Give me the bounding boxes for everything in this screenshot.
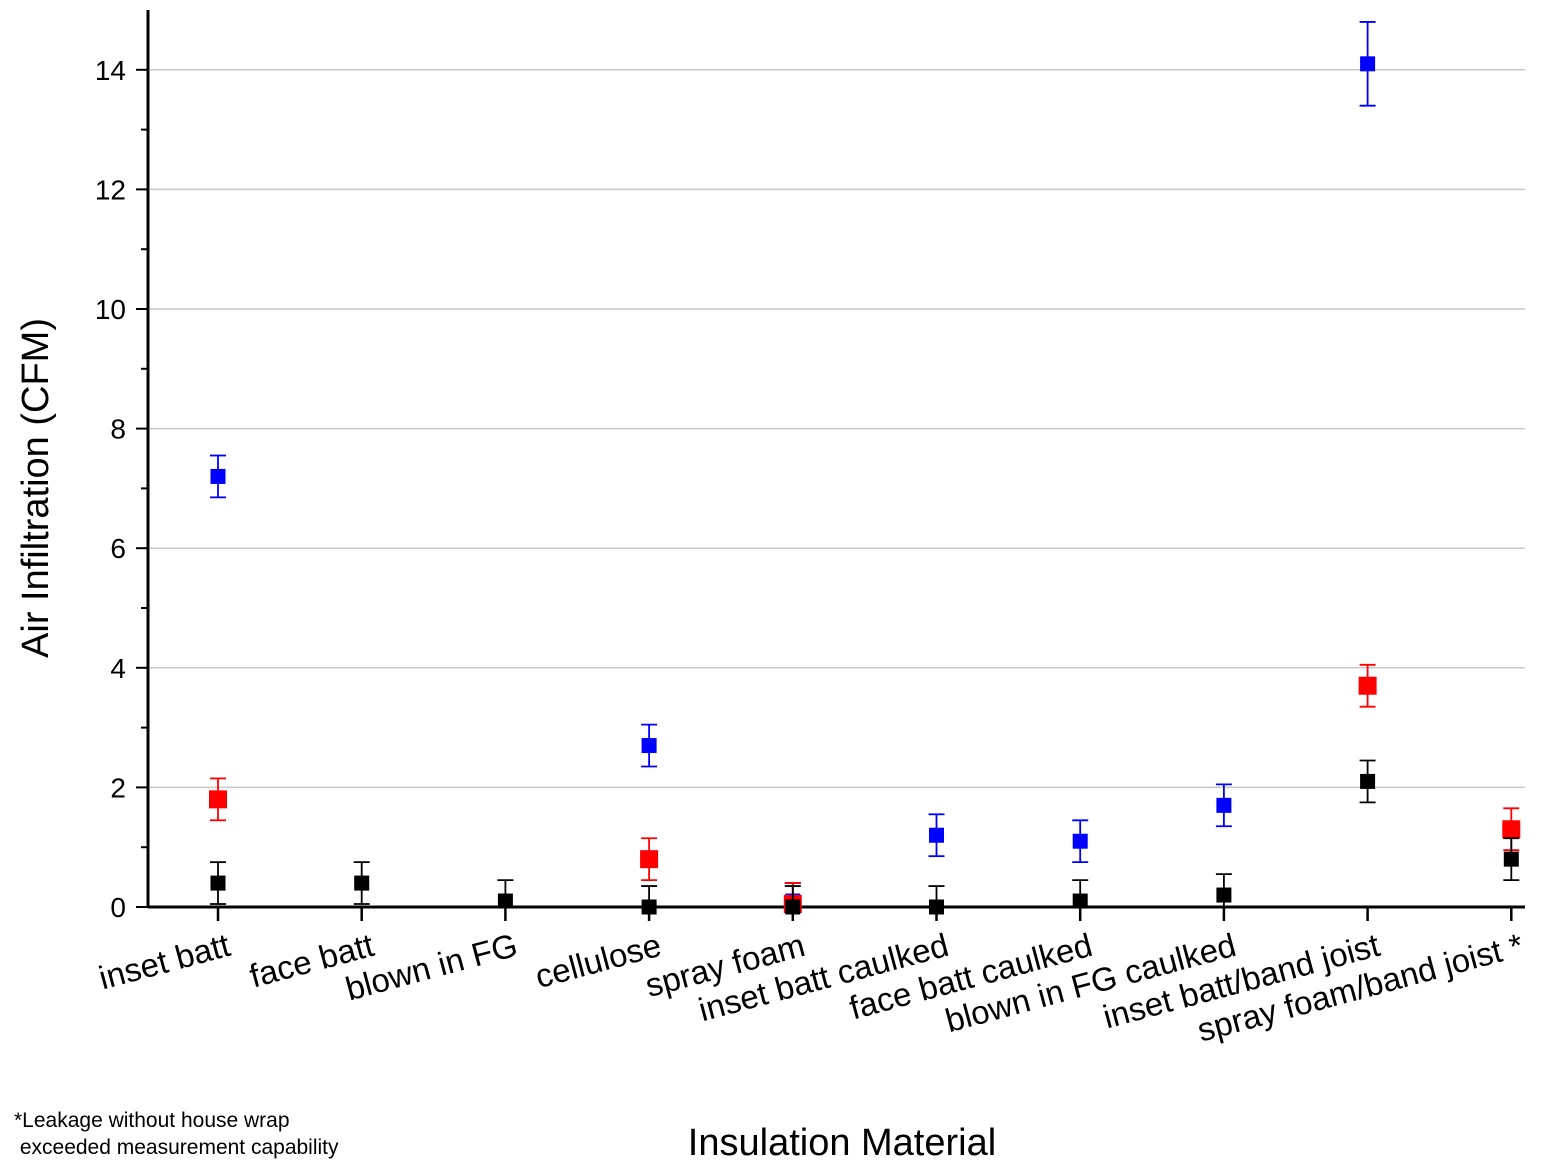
data-point <box>640 850 659 869</box>
data-point <box>497 893 513 909</box>
y-tick-label: 4 <box>110 653 126 684</box>
y-axis-label: Air Infiltration (CFM) <box>15 318 57 658</box>
footnote: *Leakage without house wrap exceeded mea… <box>14 1107 339 1161</box>
footnote-line-2: exceeded measurement capability <box>14 1136 339 1159</box>
y-tick-label: 8 <box>110 414 126 445</box>
data-point <box>1503 851 1519 867</box>
data-point <box>1502 820 1521 839</box>
data-point <box>210 468 226 484</box>
data-point <box>641 899 657 915</box>
y-tick-label: 0 <box>110 892 126 923</box>
y-tick-label: 14 <box>95 55 126 86</box>
y-tick-label: 10 <box>95 294 126 325</box>
data-point <box>1360 56 1376 72</box>
data-point <box>1216 887 1232 903</box>
data-points <box>209 21 1521 915</box>
data-point <box>929 827 944 843</box>
x-axis-label: Insulation Material <box>688 1122 996 1163</box>
x-tick-label: inset batt <box>95 926 234 996</box>
y-tick-label: 6 <box>110 533 126 564</box>
data-point <box>785 899 801 915</box>
data-point <box>210 875 226 891</box>
footnote-line-1: *Leakage without house wrap <box>14 1109 290 1132</box>
axes <box>136 10 1525 921</box>
data-point <box>641 738 657 754</box>
data-point <box>1216 797 1232 813</box>
data-point <box>354 875 370 891</box>
data-point <box>1360 773 1376 789</box>
gridlines <box>150 69 1525 789</box>
data-point <box>929 899 944 915</box>
y-tick-label: 2 <box>110 772 126 803</box>
data-point <box>1358 676 1377 695</box>
y-tick-label: 12 <box>95 174 126 205</box>
data-point <box>1072 833 1088 849</box>
data-point <box>209 790 227 809</box>
data-point <box>1072 893 1088 909</box>
